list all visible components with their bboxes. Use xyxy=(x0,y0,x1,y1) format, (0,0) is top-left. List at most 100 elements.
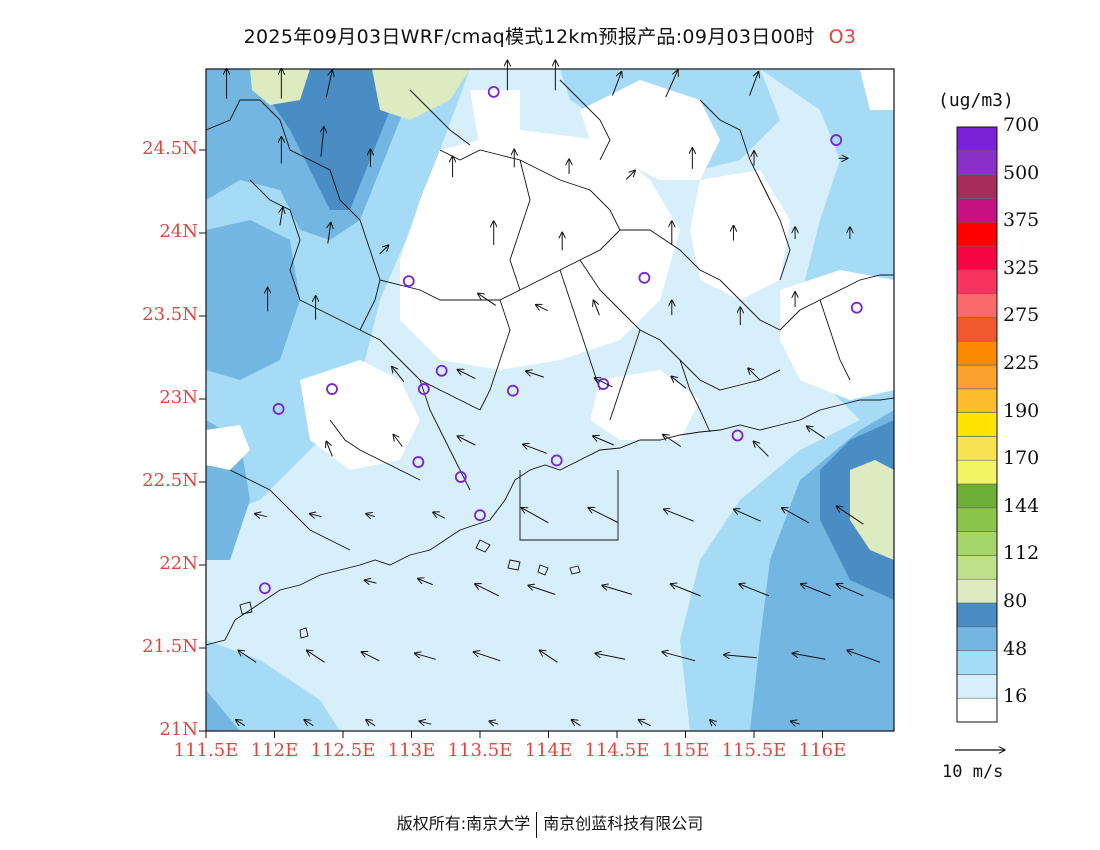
colorbar-swatch xyxy=(956,531,998,556)
lat-label: 21N xyxy=(159,719,198,740)
station-marker xyxy=(435,364,448,377)
map-frame xyxy=(205,68,895,732)
wind-arrow xyxy=(594,378,613,388)
footer-company: 南京创蓝科技有限公司 xyxy=(543,814,704,833)
wind-vectors xyxy=(227,60,881,725)
wind-arrow xyxy=(593,300,600,316)
lat-label: 21.5N xyxy=(142,636,198,657)
wind-arrow xyxy=(280,207,283,226)
colorbar-swatch xyxy=(956,174,998,199)
wind-arrow xyxy=(571,720,581,727)
colorbar-swatch xyxy=(956,483,998,509)
title-species: O3 xyxy=(828,26,857,48)
colorbar-label: 48 xyxy=(1003,637,1028,660)
wind-arrow xyxy=(662,652,696,662)
wind-arrow xyxy=(457,370,476,380)
wind-arrow xyxy=(392,367,405,382)
monitoring-stations xyxy=(259,86,863,595)
wind-arrow xyxy=(521,508,549,524)
lat-label: 23.5N xyxy=(142,304,198,325)
wind-arrow xyxy=(847,650,881,663)
colorbar-swatch xyxy=(956,626,998,651)
lat-label: 22.5N xyxy=(142,470,198,491)
wind-arrow xyxy=(612,72,622,96)
colorbar-swatch xyxy=(956,126,998,152)
colorbar-label: 325 xyxy=(1003,256,1040,279)
wind-arrow xyxy=(310,514,322,517)
wind-arrow xyxy=(595,653,626,660)
colorbar-label: 500 xyxy=(1003,161,1040,184)
wind-arrow xyxy=(836,506,864,525)
colorbar-swatch xyxy=(956,293,998,318)
colorbar-swatch xyxy=(956,269,998,294)
footer-separator xyxy=(536,811,538,838)
wind-arrow xyxy=(393,435,403,447)
lat-label: 22N xyxy=(159,553,198,574)
lon-label: 113.5E xyxy=(447,740,513,761)
lon-label: 115.5E xyxy=(721,740,787,761)
colorbar-swatch xyxy=(956,245,998,271)
colorbar-swatch xyxy=(956,650,998,675)
wind-arrow xyxy=(304,720,314,727)
wind-arrow xyxy=(238,650,257,663)
colorbar-swatch xyxy=(956,388,998,413)
map-title: 2025年09月03日WRF/cmaq模式12km预报产品:09月03日00时 O… xyxy=(0,22,1100,49)
colorbar-label: 275 xyxy=(1003,304,1040,327)
lon-label: 112.5E xyxy=(310,740,376,761)
unit-label: (ug/m3) xyxy=(938,90,1014,111)
colorbar-label: 144 xyxy=(1003,494,1040,517)
gridlines-ticks xyxy=(199,149,823,738)
wind-arrow xyxy=(836,584,864,597)
wind-arrow xyxy=(588,508,619,524)
lon-label: 113E xyxy=(387,740,436,761)
wind-arrow xyxy=(536,305,548,312)
wind-arrow xyxy=(739,584,770,597)
wind-arrow xyxy=(792,653,826,660)
station-marker xyxy=(597,378,610,390)
colorbar-label: 112 xyxy=(1003,542,1040,565)
station-marker xyxy=(830,134,843,146)
station-marker xyxy=(454,471,467,483)
colorbar-swatch xyxy=(956,555,998,580)
colorbar xyxy=(956,126,998,723)
wind-arrow xyxy=(791,721,800,724)
wind-arrow xyxy=(475,584,500,597)
wind-arrow xyxy=(419,721,432,724)
station-marker xyxy=(474,509,486,522)
station-marker xyxy=(417,383,430,395)
wind-arrow xyxy=(807,426,825,439)
colorbar-label: 170 xyxy=(1003,447,1040,470)
lon-label: 112E xyxy=(250,740,299,761)
wind-arrow xyxy=(478,293,497,306)
colorbar-swatch xyxy=(956,198,998,223)
lat-label: 24.5N xyxy=(142,138,198,159)
wind-arrow xyxy=(328,223,331,244)
colorbar-swatch xyxy=(956,436,998,461)
wind-arrow xyxy=(364,580,377,583)
colorbar-label: 375 xyxy=(1003,209,1040,232)
station-marker xyxy=(402,275,415,288)
concentration-field xyxy=(206,69,894,731)
station-marker xyxy=(550,454,563,467)
colorbar-swatch xyxy=(956,507,998,532)
wind-arrow xyxy=(528,585,556,595)
station-marker xyxy=(326,383,338,395)
colorbar-swatch xyxy=(956,364,998,390)
lon-label: 114.5E xyxy=(584,740,650,761)
station-marker xyxy=(272,403,285,415)
colorbar-swatch xyxy=(956,697,998,723)
station-marker xyxy=(638,271,651,284)
lat-label: 24N xyxy=(159,221,198,242)
colorbar-label: 190 xyxy=(1003,399,1040,422)
wind-arrow xyxy=(255,514,267,517)
boundaries xyxy=(206,79,894,646)
colorbar-label: 16 xyxy=(1003,685,1028,708)
station-marker xyxy=(259,582,271,595)
lon-label: 114E xyxy=(524,740,573,761)
colorbar-swatch xyxy=(956,674,998,699)
footer: 版权所有:南京大学 南京创蓝科技有限公司 xyxy=(0,810,1100,838)
wind-arrow xyxy=(415,653,436,660)
wind-arrow xyxy=(379,245,389,255)
station-marker xyxy=(487,86,500,98)
